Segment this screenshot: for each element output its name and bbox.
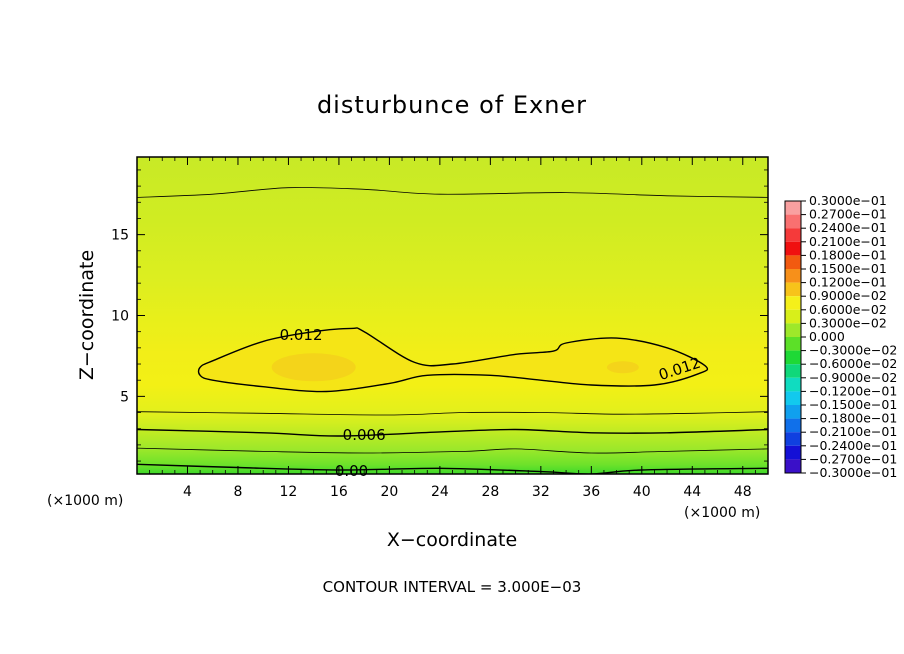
colorbar-label: 0.6000e−02 <box>809 302 887 317</box>
colorbar-label: 0.1800e−01 <box>809 247 887 262</box>
x-tick-label: 20 <box>380 484 398 500</box>
colorbar-swatch <box>785 269 801 283</box>
colorbar-swatch <box>785 391 801 405</box>
colorbar-swatch <box>785 445 801 460</box>
colorbar-swatch <box>785 323 801 337</box>
x-tick-label: 44 <box>683 484 701 500</box>
contour-line-0.006 <box>137 428 768 437</box>
contour-line-0.012 <box>197 327 709 393</box>
colorbar-swatch <box>785 459 801 473</box>
contour-label: 0.00 <box>335 462 368 480</box>
colorbar-label: 0.2400e−01 <box>809 220 887 235</box>
colorbar-swatch <box>785 282 801 297</box>
colorbar-swatch <box>785 228 801 242</box>
x-tick-label: 28 <box>481 484 499 500</box>
y-axis-label: Z−coordinate <box>76 250 98 380</box>
field-background <box>137 157 768 474</box>
colorbar-swatch <box>785 405 801 419</box>
plot-area <box>137 157 768 474</box>
colorbar-swatch <box>785 214 801 229</box>
local-maximum-west <box>271 353 356 382</box>
colorbar-label: 0.000 <box>809 329 845 344</box>
colorbar-swatch <box>785 350 801 365</box>
colorbar-swatch <box>785 255 801 269</box>
colorbar-label: 0.1500e−01 <box>809 261 887 276</box>
colorbar-swatch <box>785 377 801 392</box>
colorbar-label: −0.2700e−01 <box>809 451 897 466</box>
x-tick-label: 4 <box>183 484 192 500</box>
contour-label: 0.012 <box>280 326 323 344</box>
colorbar-label: −0.1800e−01 <box>809 411 897 426</box>
colorbar-label: −0.3000e−02 <box>809 343 897 358</box>
colorbar-swatch <box>785 364 801 378</box>
colorbar-swatch <box>785 241 801 256</box>
colorbar-swatch <box>785 309 801 324</box>
colorbar-label: 0.2700e−01 <box>809 207 887 222</box>
colorbar-label: −0.1500e−01 <box>809 397 897 412</box>
colorbar-swatch <box>785 201 801 215</box>
x-tick-label: 40 <box>633 484 651 500</box>
colorbar-label: −0.1200e−01 <box>809 383 897 398</box>
colorbar-swatch <box>785 296 801 310</box>
colorbar-label: −0.2100e−01 <box>809 424 897 439</box>
y-tick-label: 5 <box>120 389 129 405</box>
x-tick-label: 8 <box>233 484 242 500</box>
x-axis-label: X−coordinate <box>387 529 517 551</box>
y-tick-label: 10 <box>111 309 129 325</box>
x-tick-label: 24 <box>431 484 449 500</box>
colorbar-label: −0.3000e−01 <box>809 465 897 480</box>
colorbar-swatch <box>785 418 801 433</box>
x-unit-left: (×1000 m) <box>47 493 123 509</box>
x-tick-label: 16 <box>330 484 348 500</box>
x-tick-label: 12 <box>280 484 298 500</box>
x-tick-label: 48 <box>734 484 752 500</box>
colorbar-label: 0.1200e−01 <box>809 275 887 290</box>
contour-line-0.009 <box>137 187 768 198</box>
colorbar: 0.3000e−010.2700e−010.2400e−010.2100e−01… <box>784 193 897 480</box>
colorbar-label: −0.2400e−01 <box>809 438 897 453</box>
x-tick-label: 32 <box>532 484 550 500</box>
colorbar-label: −0.6000e−02 <box>809 356 897 371</box>
x-tick-label: 36 <box>582 484 600 500</box>
chart-title: disturbunce of Exner <box>317 91 587 119</box>
contour-label: 0.006 <box>343 426 386 444</box>
contour-line-0.009 <box>137 411 768 416</box>
colorbar-label: 0.3000e−01 <box>809 193 887 208</box>
colorbar-swatch <box>785 432 801 446</box>
colorbar-label: 0.3000e−02 <box>809 315 887 330</box>
contour-interval-note: CONTOUR INTERVAL = 3.000E−03 <box>323 578 582 596</box>
x-unit-right: (×1000 m) <box>684 505 760 521</box>
colorbar-label: 0.2100e−01 <box>809 234 887 249</box>
contour-line-0.003 <box>137 447 768 454</box>
colorbar-label: 0.9000e−02 <box>809 288 887 303</box>
local-maximum-east <box>606 361 639 374</box>
y-tick-label: 15 <box>111 228 129 244</box>
colorbar-label: −0.9000e−02 <box>809 370 897 385</box>
colorbar-swatch <box>785 337 801 351</box>
